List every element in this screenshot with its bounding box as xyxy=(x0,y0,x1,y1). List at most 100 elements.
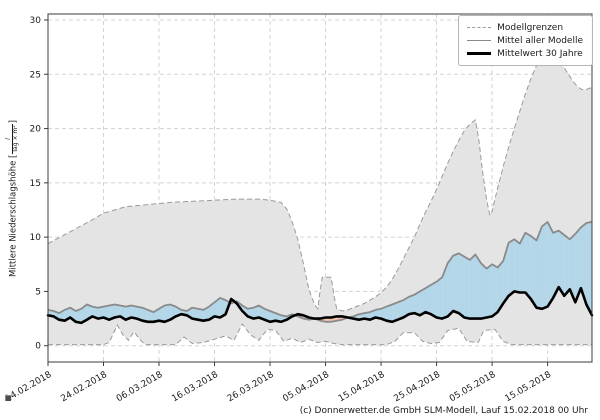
mean-above-normal-fill xyxy=(197,308,204,321)
mean-above-normal-fill xyxy=(375,308,382,319)
x-tick-label: 06.03.2018 xyxy=(115,370,165,405)
x-tick-label: 25.04.2018 xyxy=(392,370,442,405)
mean-above-normal-fill xyxy=(220,297,226,318)
x-tick-label: 26.03.2018 xyxy=(226,370,276,405)
mean-above-normal-fill xyxy=(575,227,581,303)
model-range-band xyxy=(48,49,592,345)
legend-item-mittel-aller-modelle: Mittel aller Modelle xyxy=(467,34,583,47)
mean-above-normal-fill xyxy=(558,230,565,296)
mean-above-normal-fill xyxy=(564,235,570,296)
legend-item-mittelwert-30-jahre: Mittelwert 30 Jahre xyxy=(467,47,583,60)
mean-above-normal-fill xyxy=(492,264,498,317)
mean-above-normal-fill xyxy=(530,236,537,308)
mean-above-normal-fill xyxy=(442,263,448,319)
mean-above-normal-fill xyxy=(203,306,209,321)
legend-label: Mittelwert 30 Jahre xyxy=(497,48,583,59)
model-mean-line xyxy=(47,220,593,323)
copyright-footer: (c) Donnerwetter.de GmbH SLM-Modell, Lau… xyxy=(299,406,588,416)
mean-above-normal-fill xyxy=(436,277,443,319)
mean-above-normal-fill xyxy=(98,306,104,319)
mean-above-normal-fill xyxy=(75,308,82,323)
corner-artifact xyxy=(5,395,11,401)
mean-above-normal-fill xyxy=(147,309,154,322)
x-tick-label: 24.02.2018 xyxy=(59,370,109,405)
mean-above-normal-fill xyxy=(103,305,110,320)
mean-above-normal-fill xyxy=(114,304,121,318)
mean-above-normal-fill xyxy=(514,239,520,293)
mean-above-normal-fill xyxy=(270,311,276,322)
y-tick-label: 30 xyxy=(30,16,42,26)
x-tick-label: 16.03.2018 xyxy=(170,370,220,405)
y-tick-label: 0 xyxy=(35,342,41,352)
mean-above-normal-fill xyxy=(125,305,132,320)
mean-above-normal-fill xyxy=(192,307,198,320)
model-upper-bound-line xyxy=(47,48,593,312)
legend-label: Modellgrenzen xyxy=(497,22,564,33)
mean-above-normal-fill xyxy=(81,304,87,323)
mean-above-normal-fill xyxy=(164,304,171,322)
mean-above-normal-fill xyxy=(547,221,554,307)
mean-above-normal-fill xyxy=(264,308,270,322)
y-axis-label: Mittlere Niederschlagshöhe [l Tag × m²] xyxy=(5,120,20,277)
mean-above-normal-fill xyxy=(131,305,137,319)
mean-above-normal-fill xyxy=(392,302,398,322)
gray-line-sample-icon xyxy=(467,40,492,41)
mean-above-normal-fill xyxy=(403,296,409,318)
mean-above-normal-fill xyxy=(386,304,393,322)
mean-above-normal-fill xyxy=(481,263,487,319)
y-tick-label: 15 xyxy=(30,179,41,189)
mean-above-normal-fill xyxy=(381,306,387,321)
mean-above-normal-fill xyxy=(136,306,143,321)
x-tick-label: 15.04.2018 xyxy=(337,370,387,405)
y-tick-label: 10 xyxy=(30,233,42,243)
thirty-year-mean-line xyxy=(46,285,594,325)
x-tick-label: 05.04.2018 xyxy=(281,370,331,405)
model-lower-bound-line xyxy=(48,323,592,346)
mean-above-normal-fill xyxy=(536,226,542,309)
mean-above-normal-fill xyxy=(553,230,559,298)
mean-above-normal-fill xyxy=(159,305,165,322)
mean-above-normal-fill xyxy=(475,254,481,319)
y-tick-label: 5 xyxy=(35,287,41,297)
mean-above-normal-fill xyxy=(586,221,592,316)
legend-item-modellgrenzen: Modellgrenzen xyxy=(467,21,583,34)
mean-above-normal-fill xyxy=(525,232,531,299)
mean-above-normal-fill xyxy=(431,281,437,318)
mean-above-normal-fill xyxy=(519,232,526,293)
mean-above-normal-fill xyxy=(447,255,454,317)
x-tick-label: 15.05.2018 xyxy=(503,370,553,405)
mean-above-normal-fill xyxy=(486,264,493,318)
mean-above-normal-fill xyxy=(414,291,420,316)
mean-above-normal-fill xyxy=(253,305,259,319)
y-tick-label: 20 xyxy=(30,125,42,135)
y-axis-unit-fraction: l Tag × m² xyxy=(5,124,20,154)
mean-above-normal-fill xyxy=(419,288,426,316)
mean-above-normal-fill xyxy=(214,297,221,318)
mean-above-normal-fill xyxy=(580,223,587,305)
mean-above-normal-fill xyxy=(142,307,148,322)
mean-above-normal-fill xyxy=(408,294,415,315)
mean-above-normal-fill xyxy=(397,300,404,320)
x-tick-label: 05.05.2018 xyxy=(448,370,498,405)
legend-label: Mittel aller Modelle xyxy=(497,35,583,46)
axes-frame xyxy=(47,13,593,363)
mean-above-normal-fill xyxy=(569,233,576,303)
mean-above-normal-fill xyxy=(458,253,465,318)
mean-above-normal-fill xyxy=(464,256,470,319)
mean-above-normal-fill xyxy=(453,253,459,314)
x-tick-label: 14.02.2018 xyxy=(4,370,54,405)
mean-above-normal-fill xyxy=(425,284,431,315)
chart-legend: Modellgrenzen Mittel aller Modelle Mitte… xyxy=(458,15,593,66)
y-tick-label: 25 xyxy=(30,70,41,80)
mean-above-normal-fill xyxy=(258,305,265,320)
dashed-line-sample-icon xyxy=(467,27,492,28)
y-axis-label-text: Mittlere Niederschlagshöhe [ xyxy=(8,154,19,277)
mean-above-normal-fill xyxy=(497,261,504,313)
mean-above-normal-fill xyxy=(508,239,515,296)
mean-above-normal-fill xyxy=(469,254,476,319)
mean-above-normal-fill xyxy=(542,221,548,309)
mean-above-normal-fill xyxy=(109,304,115,320)
black-line-sample-icon xyxy=(467,52,492,55)
